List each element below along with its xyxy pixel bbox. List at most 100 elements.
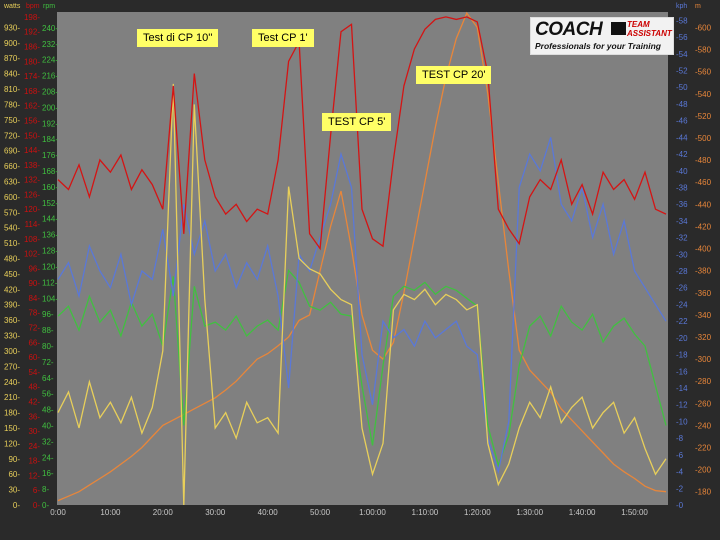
- tick-label-watts: 360-: [4, 316, 20, 325]
- tick-label-kph: -8: [676, 434, 684, 443]
- tick-label-kph: -44: [676, 133, 688, 142]
- tick-label-bpm: 174-: [24, 72, 40, 81]
- tick-label-rpm: 104-: [42, 294, 58, 303]
- x-tick-label: 10:00: [100, 508, 121, 517]
- tick-label-watts: 0-: [13, 501, 20, 510]
- tick-label-kph: -10: [676, 417, 688, 426]
- tick-label-kph: -50: [676, 83, 688, 92]
- tick-label-bpm: 96-: [28, 264, 40, 273]
- tick-label-rpm: 120-: [42, 262, 58, 271]
- tick-label-watts: 150-: [4, 424, 20, 433]
- tick-label-rpm: 136-: [42, 231, 58, 240]
- tick-label-bpm: 0-: [33, 501, 40, 510]
- tick-label-kph: -56: [676, 33, 688, 42]
- tick-label-kph: -58: [676, 16, 688, 25]
- tick-label-m: -340: [695, 311, 712, 320]
- tick-label-m: -540: [695, 90, 712, 99]
- tick-label-bpm: 138-: [24, 161, 40, 170]
- tick-label-bpm: 60-: [28, 353, 40, 362]
- tick-label-kph: -30: [676, 250, 688, 259]
- plot-area: [57, 12, 668, 505]
- tick-label-kph: -16: [676, 367, 688, 376]
- tick-label-watts: 450-: [4, 270, 20, 279]
- tick-label-bpm: 150-: [24, 131, 40, 140]
- tick-label-bpm: 12-: [28, 471, 40, 480]
- tick-label-m: -240: [695, 421, 712, 430]
- tick-label-rpm: 200-: [42, 103, 58, 112]
- tick-label-bpm: 168-: [24, 87, 40, 96]
- tick-label-kph: -2: [676, 484, 684, 493]
- tick-label-m: -420: [695, 222, 712, 231]
- tick-label-watts: 810-: [4, 85, 20, 94]
- tick-label-bpm: 180-: [24, 57, 40, 66]
- tick-label-watts: 630-: [4, 177, 20, 186]
- x-tick-label: 30:00: [205, 508, 226, 517]
- tick-label-m: -360: [695, 289, 712, 298]
- tick-label-kph: -6: [676, 451, 684, 460]
- tick-label-m: -400: [695, 245, 712, 254]
- tick-label-rpm: 128-: [42, 247, 58, 256]
- tick-label-watts: 750-: [4, 116, 20, 125]
- tick-label-m: -520: [695, 112, 712, 121]
- x-tick-label: 20:00: [153, 508, 174, 517]
- tick-label-bpm: 108-: [24, 235, 40, 244]
- axis-label-rpm: rpm: [43, 3, 55, 10]
- tick-label-rpm: 144-: [42, 215, 58, 224]
- tick-label-watts: 210-: [4, 393, 20, 402]
- tick-label-bpm: 192-: [24, 28, 40, 37]
- logo-brand: COACH: [535, 19, 603, 40]
- tick-label-kph: -48: [676, 100, 688, 109]
- tick-label-m: -460: [695, 178, 712, 187]
- tick-label-kph: -22: [676, 317, 688, 326]
- tick-label-watts: 540-: [4, 224, 20, 233]
- tick-label-bpm: 90-: [28, 279, 40, 288]
- tick-label-bpm: 42-: [28, 397, 40, 406]
- series-line-watts: [57, 83, 667, 506]
- tick-label-m: -280: [695, 377, 712, 386]
- tick-label-watts: 480-: [4, 255, 20, 264]
- tick-label-rpm: 160-: [42, 183, 58, 192]
- tick-label-watts: 600-: [4, 193, 20, 202]
- x-tick-label: 1:50:00: [621, 508, 648, 517]
- series-line-rpm: [57, 268, 667, 468]
- tick-label-rpm: 72-: [42, 358, 54, 367]
- annotation-cp5: TEST CP 5': [322, 113, 392, 131]
- tick-label-watts: 420-: [4, 285, 20, 294]
- axis-label-kph: kph: [676, 3, 687, 10]
- tick-label-bpm: 156-: [24, 116, 40, 125]
- tick-label-watts: 870-: [4, 54, 20, 63]
- tick-label-kph: -12: [676, 401, 688, 410]
- tick-label-bpm: 132-: [24, 176, 40, 185]
- tick-label-bpm: 84-: [28, 294, 40, 303]
- tick-label-m: -260: [695, 399, 712, 408]
- tick-label-watts: 510-: [4, 239, 20, 248]
- tick-label-kph: -18: [676, 351, 688, 360]
- tick-label-bpm: 78-: [28, 309, 40, 318]
- x-tick-label: 1:30:00: [516, 508, 543, 517]
- tick-label-bpm: 36-: [28, 412, 40, 421]
- tick-label-bpm: 66-: [28, 338, 40, 347]
- tick-label-watts: 120-: [4, 439, 20, 448]
- tick-label-kph: -32: [676, 234, 688, 243]
- tick-label-m: -600: [695, 23, 712, 32]
- tick-label-watts: 900-: [4, 39, 20, 48]
- annotation-cp20: TEST CP 20': [416, 66, 492, 84]
- tick-label-bpm: 18-: [28, 457, 40, 466]
- tick-label-kph: -38: [676, 183, 688, 192]
- tick-label-rpm: 232-: [42, 40, 58, 49]
- tick-label-bpm: 54-: [28, 368, 40, 377]
- tick-label-m: -180: [695, 488, 712, 497]
- tick-label-m: -220: [695, 444, 712, 453]
- tick-label-kph: -26: [676, 284, 688, 293]
- tick-label-rpm: 216-: [42, 72, 58, 81]
- tick-label-bpm: 162-: [24, 102, 40, 111]
- tick-label-watts: 330-: [4, 332, 20, 341]
- tick-label-rpm: 48-: [42, 406, 54, 415]
- tick-label-kph: -42: [676, 150, 688, 159]
- logo-tagline: Professionals for your Training: [535, 41, 661, 51]
- tick-label-watts: 30-: [8, 486, 20, 495]
- tick-label-bpm: 114-: [25, 220, 41, 229]
- tick-label-watts: 300-: [4, 347, 20, 356]
- tick-label-bpm: 6-: [33, 486, 40, 495]
- tick-label-bpm: 102-: [24, 250, 40, 259]
